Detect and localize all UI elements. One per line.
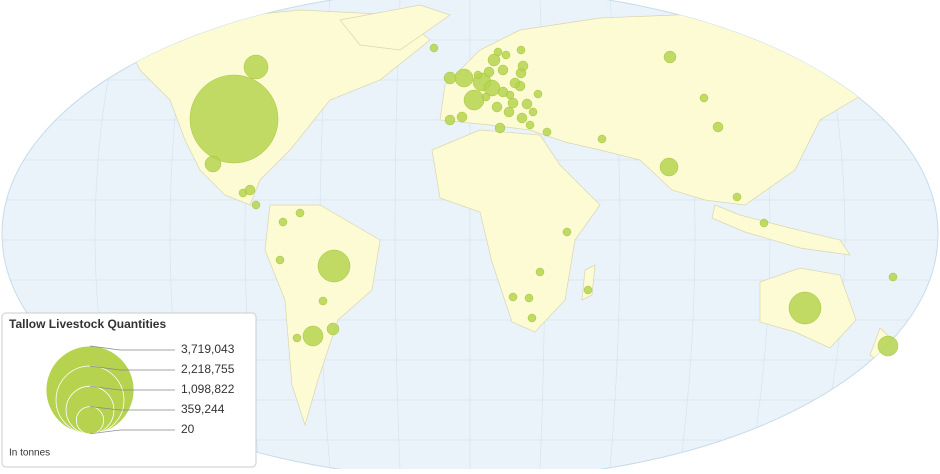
bubble [484,67,494,77]
bubble [492,102,502,112]
bubble [878,336,898,356]
bubble [498,65,508,75]
bubble [543,128,551,136]
bubble [526,121,534,129]
legend-title: Tallow Livestock Quantities [9,317,166,331]
bubble [517,113,527,123]
legend-label: 359,244 [181,402,225,416]
legend-label: 2,218,755 [181,362,235,376]
bubble [244,55,268,79]
legend-note: In tonnes [9,448,50,459]
bubble [318,250,350,282]
bubble [563,228,571,236]
bubble [517,46,525,54]
legend-label: 3,719,043 [181,342,235,356]
bubble [889,273,897,281]
legend-bubble [76,407,103,434]
bubble [445,115,455,125]
bubble [733,193,741,201]
bubble [455,69,473,87]
bubble [303,326,323,346]
bubble [464,90,484,110]
bubble [190,75,278,163]
bubble [252,201,260,209]
bubble [660,158,678,176]
bubble [495,123,505,133]
bubble [700,94,708,102]
bubble [474,71,482,79]
bubble [713,122,723,132]
bubble [276,256,284,264]
bubble [482,93,490,101]
bubble [510,78,520,88]
bubble [502,51,510,59]
bubble [528,314,536,322]
bubble [508,98,518,108]
bubble [522,99,532,109]
bubble [430,44,438,52]
bubble [444,72,456,84]
bubble [319,297,327,305]
bubble [789,292,821,324]
bubble [296,209,304,217]
bubble [518,61,528,71]
legend-label: 20 [181,422,195,436]
bubble [245,185,255,195]
bubble [205,156,221,172]
bubble [525,294,533,302]
bubble [504,107,514,117]
bubble [509,293,517,301]
bubble [488,54,500,66]
legend-label: 1,098,822 [181,382,235,396]
bubble [534,90,542,98]
bubble [506,91,514,99]
bubble [327,323,339,335]
bubble [584,286,592,294]
bubble [457,112,467,122]
bubble [293,334,301,342]
bubble [664,51,676,63]
bubble [760,219,768,227]
bubble [598,135,606,143]
bubble [529,108,537,116]
bubble [536,268,544,276]
bubble [279,218,287,226]
